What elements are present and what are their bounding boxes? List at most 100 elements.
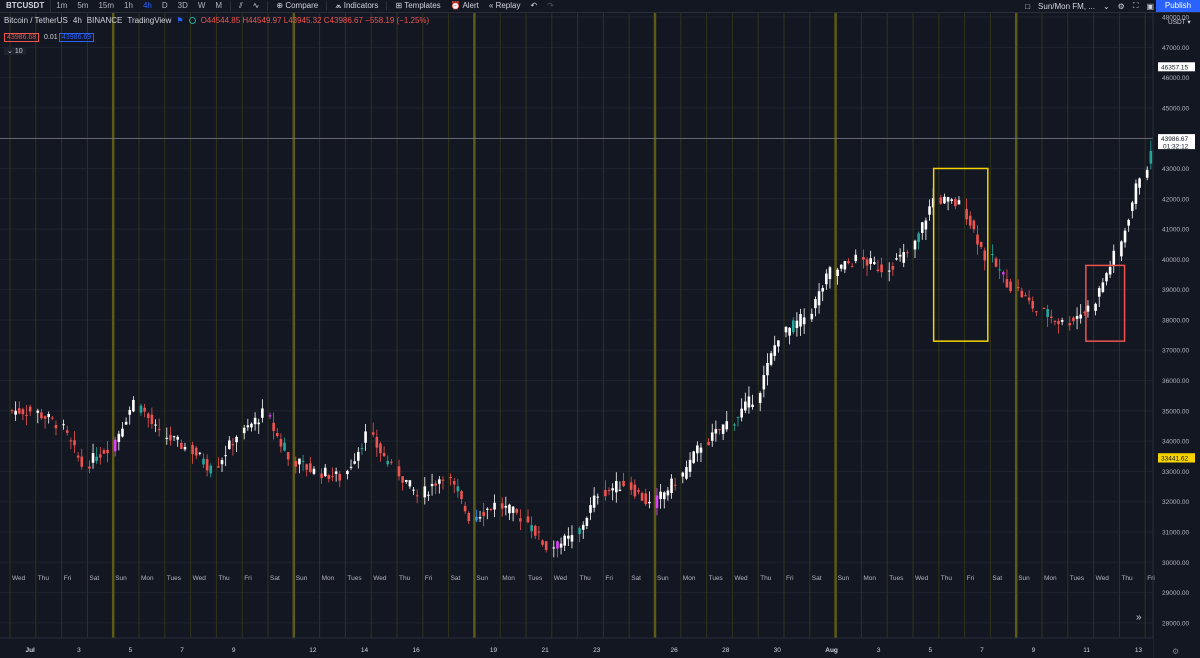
- candle: [994, 258, 998, 267]
- candle: [1079, 314, 1082, 319]
- camera-icon[interactable]: ▣: [1146, 1, 1154, 11]
- candle: [777, 340, 780, 347]
- candle: [710, 432, 714, 441]
- candle: [1086, 305, 1090, 312]
- interval-1h[interactable]: 1h: [124, 1, 133, 10]
- candle: [320, 473, 323, 479]
- weekday-label: Sun: [296, 575, 308, 582]
- candle: [998, 269, 1001, 271]
- volume-label: 10: [14, 48, 23, 55]
- interval-W[interactable]: W: [197, 1, 206, 10]
- candle: [681, 472, 685, 477]
- candle: [143, 407, 146, 412]
- candle: [979, 242, 983, 247]
- candle: [795, 320, 799, 329]
- candle: [412, 489, 415, 491]
- chart-type-icon[interactable]: ⫽: [239, 1, 243, 10]
- axis-settings-icon: ⚙: [1172, 647, 1179, 656]
- candle: [839, 264, 843, 269]
- line-style-icon[interactable]: ∿: [252, 1, 260, 10]
- weekday-label: Fri: [1147, 575, 1155, 582]
- symbol-search[interactable]: BTCUSDT: [0, 0, 52, 12]
- buy-button[interactable]: 43986.69: [59, 33, 95, 42]
- annotation-yellow-box[interactable]: [932, 167, 989, 342]
- candle: [1002, 272, 1005, 275]
- candle: [65, 430, 69, 433]
- candle: [1005, 279, 1009, 288]
- interval-1m[interactable]: 1m: [56, 1, 68, 10]
- alert-button[interactable]: ⏰ Alert: [450, 1, 479, 10]
- price-tick-label: 30000.00: [1162, 560, 1189, 567]
- weekday-label: Tues: [347, 575, 362, 582]
- sell-button[interactable]: 43986.68: [4, 33, 40, 42]
- candle: [854, 254, 858, 262]
- candle: [825, 273, 828, 285]
- gear-icon[interactable]: ⚙: [1117, 1, 1125, 11]
- candle: [99, 454, 102, 458]
- candle: [1101, 282, 1105, 292]
- candle: [570, 535, 574, 542]
- weekday-label: Fri: [605, 575, 613, 582]
- flag-icon[interactable]: ⚑: [176, 16, 184, 25]
- candle: [113, 439, 117, 452]
- publish-button[interactable]: Publish: [1156, 0, 1200, 12]
- date-label: 12: [309, 647, 317, 654]
- candle: [519, 518, 522, 522]
- candle: [504, 505, 508, 508]
- replay-button[interactable]: « Replay: [488, 1, 521, 10]
- fullscreen-icon[interactable]: ⛶: [1132, 1, 1139, 10]
- price-axis[interactable]: [1153, 13, 1200, 658]
- candle: [349, 466, 353, 468]
- price-tick-label: 48000.00: [1162, 15, 1189, 22]
- candle: [1134, 183, 1138, 204]
- candle: [390, 461, 393, 463]
- interval-15m[interactable]: 15m: [98, 1, 115, 10]
- candle: [272, 422, 275, 431]
- weekday-label: Wed: [734, 575, 748, 582]
- compare-button[interactable]: ⊕ Compare: [276, 1, 319, 10]
- templates-button[interactable]: ⊞ Templates: [395, 1, 441, 10]
- chart-legend: Bitcoin / TetherUS 4h BINANCE TradingVie…: [4, 16, 429, 25]
- candle: [54, 425, 58, 429]
- interval-3D[interactable]: 3D: [177, 1, 188, 10]
- redo-icon[interactable]: ↷: [547, 1, 554, 10]
- candle: [850, 266, 854, 268]
- interval-4h[interactable]: 4h: [142, 1, 152, 10]
- weekday-label: Mon: [1044, 575, 1057, 582]
- annotation-red-box[interactable]: [1085, 264, 1126, 342]
- candle: [1046, 308, 1049, 318]
- undo-icon[interactable]: ↶: [530, 1, 538, 10]
- candle: [1112, 250, 1116, 265]
- chevron-down-icon[interactable]: ⌄: [1102, 1, 1110, 11]
- candle: [559, 543, 563, 548]
- weekday-label: Sat: [992, 575, 1002, 582]
- interval-D[interactable]: D: [161, 1, 168, 10]
- price-tick-label: 31000.00: [1162, 529, 1189, 536]
- interval-M[interactable]: M: [215, 1, 223, 10]
- interval-5m[interactable]: 5m: [77, 1, 89, 10]
- weekday-label: Thu: [941, 575, 953, 582]
- candle: [408, 480, 412, 487]
- price-tick-label: 40000.00: [1162, 257, 1189, 264]
- candle: [983, 250, 987, 261]
- candle: [836, 269, 839, 276]
- layout-icon[interactable]: □: [1025, 1, 1031, 11]
- candle: [198, 452, 202, 454]
- candle: [567, 535, 570, 539]
- date-label: 5: [129, 647, 133, 654]
- weekday-label: Mon: [683, 575, 696, 582]
- time-axis[interactable]: [0, 638, 1153, 658]
- price-label-2: 33441.62: [1161, 456, 1188, 463]
- indicators-button[interactable]: ⩕ Indicators: [335, 1, 379, 10]
- volume-toggle[interactable]: ⌄ 10: [4, 47, 26, 55]
- candle: [379, 443, 382, 454]
- toolbar-divider: [267, 1, 269, 11]
- candle: [655, 495, 659, 509]
- candle: [972, 220, 976, 230]
- candle: [430, 483, 434, 487]
- candle: [423, 486, 427, 498]
- candle: [157, 429, 161, 431]
- session-select[interactable]: Sun/Mon FM, ...: [1038, 1, 1095, 11]
- candle: [452, 480, 456, 485]
